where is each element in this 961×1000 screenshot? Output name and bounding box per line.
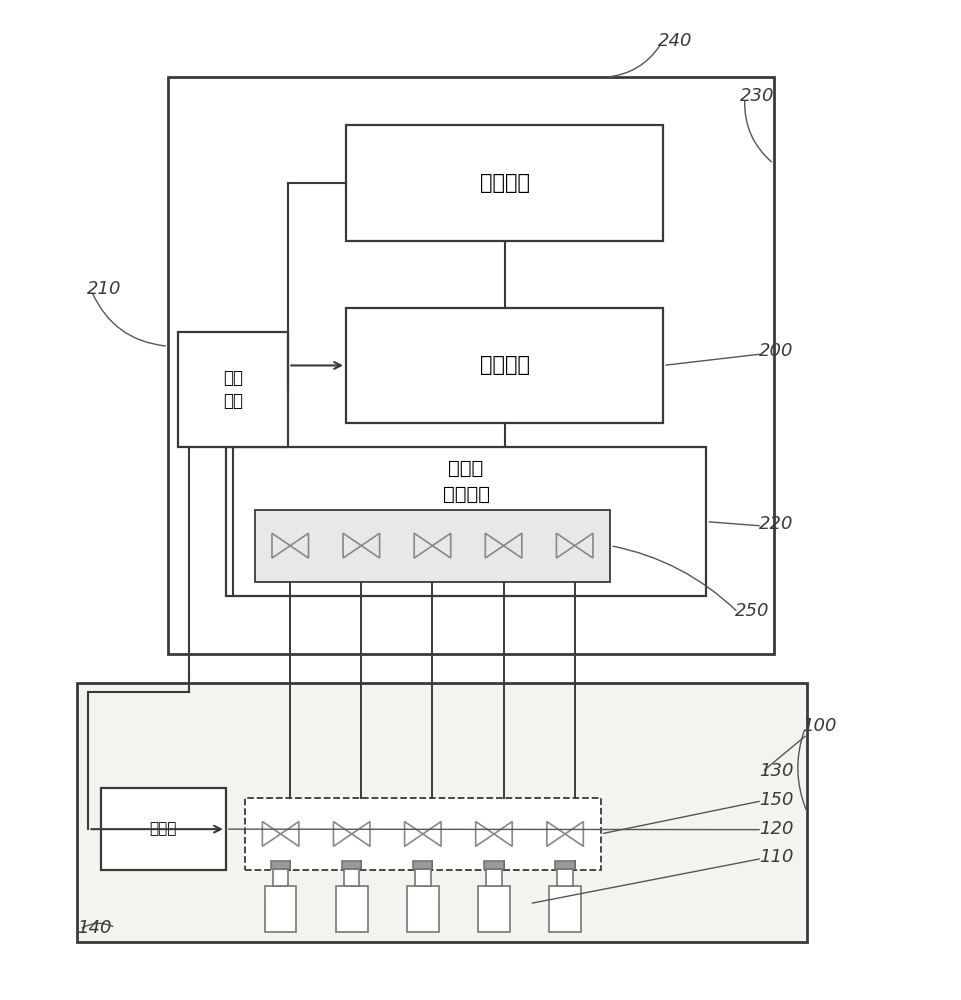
Bar [271,861,290,869]
Text: 进排液
计量装置: 进排液 计量装置 [443,459,489,504]
Text: 240: 240 [658,32,693,50]
Text: 110: 110 [759,848,794,866]
Text: 230: 230 [740,87,775,105]
Text: 130: 130 [759,762,794,780]
Bar [555,861,575,869]
Bar [415,869,431,886]
Bar [245,798,601,870]
Bar [226,447,706,596]
Bar [346,308,663,423]
Text: 控制
单元: 控制 单元 [223,369,243,410]
Text: 220: 220 [759,515,794,533]
Bar [101,788,226,870]
Text: 控制器: 控制器 [150,822,177,837]
Text: 250: 250 [735,602,770,620]
Bar [265,886,297,932]
Text: 210: 210 [86,280,121,298]
Bar [557,869,573,886]
Bar [407,886,439,932]
Bar [413,861,432,869]
Text: 140: 140 [77,919,111,937]
Bar [484,861,504,869]
Bar [273,869,288,886]
Bar [479,886,510,932]
Bar [77,683,807,942]
Bar [344,869,359,886]
Bar [342,861,361,869]
Text: 反应装置: 反应装置 [480,355,530,375]
Text: 100: 100 [802,717,837,735]
Text: 200: 200 [759,342,794,360]
Text: 120: 120 [759,820,794,838]
Bar [550,886,581,932]
Text: 150: 150 [759,791,794,809]
Text: 检测装置: 检测装置 [480,173,530,193]
Bar [255,510,610,582]
Bar [168,77,774,654]
Bar [336,886,367,932]
Bar [486,869,502,886]
Bar [346,125,663,241]
Bar [178,332,288,447]
